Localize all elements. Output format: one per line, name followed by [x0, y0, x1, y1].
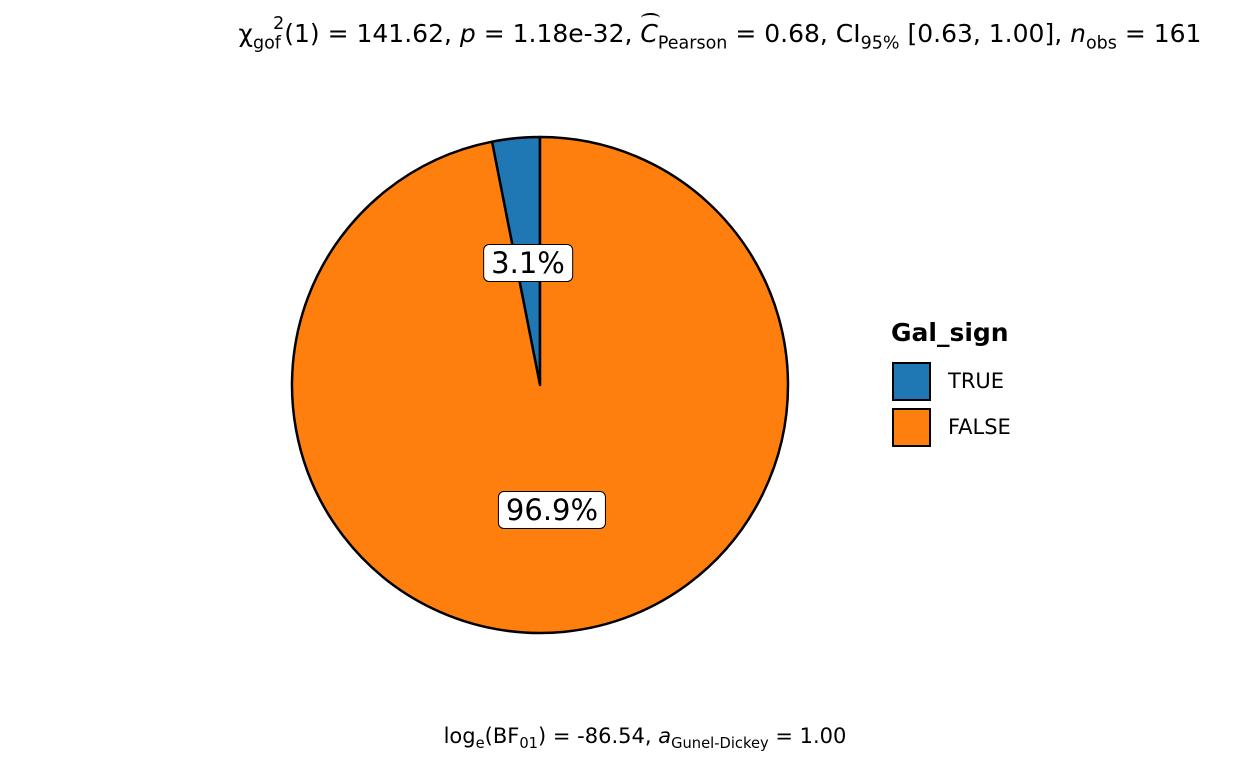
slice-label-false: 96.9% — [497, 491, 607, 529]
legend-label-false: FALSE — [948, 415, 1011, 439]
legend-label-true: TRUE — [948, 369, 1005, 393]
legend-item-false: FALSE — [892, 406, 1011, 448]
chart-title: χgof2(1) = 141.62, p = 1.18e-32, CPearso… — [238, 13, 1202, 54]
chart-subtitle: loge(BF01) = -86.54, aGunel-Dickey = 1.0… — [443, 724, 847, 753]
legend-swatch-false — [892, 407, 931, 447]
legend-swatch-true — [892, 361, 931, 401]
legend-item-true: TRUE — [892, 360, 1004, 402]
legend-title: Gal_sign — [891, 318, 1009, 347]
pie-slice-false — [290, 135, 790, 635]
slice-label-true: 3.1% — [483, 244, 573, 282]
